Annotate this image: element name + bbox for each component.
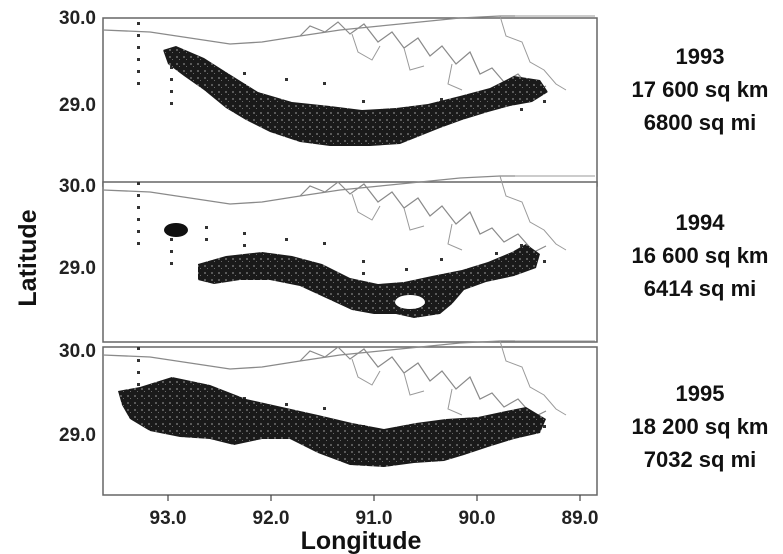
- y-axis-ticks: 30.0 29.0 30.0 29.0 30.0 29.0: [59, 8, 96, 446]
- area-sq-mi: 6800 sq mi: [643, 110, 757, 135]
- x-tick-label: 91.0: [356, 508, 393, 529]
- x-tick-label: 93.0: [150, 508, 187, 529]
- y-tick-label: 29.0: [59, 425, 96, 446]
- oxygenated-pocket: [395, 295, 425, 309]
- y-tick-label: 29.0: [59, 258, 96, 279]
- x-tick-label: 89.0: [562, 508, 599, 529]
- area-sq-km: 16 600 sq km: [631, 243, 769, 268]
- area-sq-km: 18 200 sq km: [631, 414, 769, 439]
- area-sq-mi: 7032 sq mi: [643, 447, 757, 472]
- year-label: 1994: [675, 210, 725, 235]
- map-panel-1994: [102, 175, 598, 343]
- x-axis-ticks: 93.0 92.0 91.0 90.0 89.0: [150, 508, 599, 529]
- area-sq-mi: 6414 sq mi: [643, 276, 757, 301]
- y-tick-label: 30.0: [59, 8, 96, 29]
- x-tick-label: 90.0: [459, 508, 496, 529]
- year-label: 1993: [675, 44, 725, 69]
- oxygenated-pocket: [452, 133, 480, 143]
- y-axis-title: Latitude: [14, 209, 42, 306]
- annotation-1993: 1993 17 600 sq km 6800 sq mi: [625, 40, 775, 139]
- year-label: 1995: [675, 381, 725, 406]
- annotation-1994: 1994 16 600 sq km 6414 sq mi: [625, 206, 775, 305]
- y-tick-label: 30.0: [59, 341, 96, 362]
- x-axis-title: Longitude: [301, 527, 422, 554]
- map-panel-1993: [102, 15, 598, 187]
- x-tick-label: 92.0: [253, 508, 290, 529]
- y-tick-label: 30.0: [59, 176, 96, 197]
- map-panel-1995: [102, 340, 598, 496]
- hypoxic-zone: [118, 377, 546, 467]
- area-sq-km: 17 600 sq km: [631, 77, 769, 102]
- y-tick-label: 29.0: [59, 95, 96, 116]
- hypoxic-zone: [163, 46, 548, 146]
- hypoxic-zone: [198, 244, 540, 318]
- x-axis: [167, 495, 581, 501]
- isolated-hypoxic-patch: [164, 223, 188, 237]
- annotation-1995: 1995 18 200 sq km 7032 sq mi: [625, 377, 775, 476]
